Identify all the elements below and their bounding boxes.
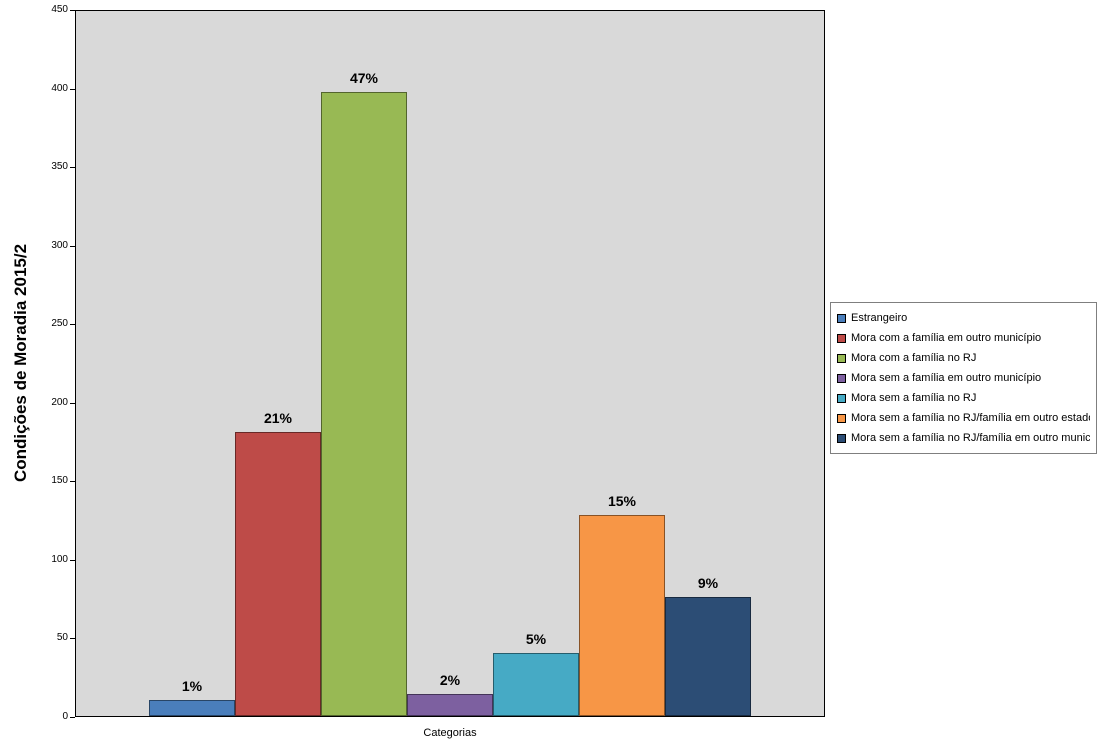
bar-value-label: 47%: [349, 70, 379, 86]
y-tick-label: 250: [51, 318, 68, 330]
legend-label: Mora com a família no RJ: [851, 352, 977, 364]
legend-swatch-icon: [837, 353, 846, 363]
legend-label: Mora sem a família no RJ: [851, 392, 977, 404]
legend-item: Mora com a família no RJ: [837, 351, 1090, 365]
legend-swatch-icon: [837, 373, 846, 383]
legend: Estrangeiro Mora com a família em outro m…: [830, 302, 1097, 454]
bar-value-label: 1%: [181, 678, 203, 694]
plot-area: 1% 21% 47% 2% 5% 15% 9%: [75, 10, 825, 717]
legend-swatch-icon: [837, 313, 846, 323]
y-tick-mark: [70, 717, 75, 718]
x-axis-title: Categorias: [423, 727, 477, 739]
bar-6: [579, 515, 665, 716]
bar-value-label: 2%: [439, 672, 461, 688]
bar-value-label: 5%: [525, 631, 547, 647]
legend-label: Mora sem a família no RJ/família em outr…: [851, 412, 1090, 424]
legend-swatch-icon: [837, 433, 846, 443]
bar-1: [149, 700, 235, 716]
bar-value-label: 15%: [607, 493, 637, 509]
y-tick-label: 450: [51, 4, 68, 15]
y-tick-label: 0: [62, 711, 68, 722]
y-tick-label: 100: [51, 553, 68, 565]
y-tick-label: 200: [51, 396, 68, 408]
legend-label: Mora sem a família no RJ/família em outr…: [851, 432, 1090, 444]
legend-swatch-icon: [837, 413, 846, 423]
bars-container: 1% 21% 47% 2% 5% 15% 9%: [76, 11, 824, 716]
bar-5: [493, 653, 579, 716]
legend-item: Mora sem a família em outro município: [837, 371, 1090, 385]
bar-value-label: 21%: [263, 410, 293, 426]
legend-label: Mora com a família em outro município: [851, 332, 1042, 344]
legend-item: Mora sem a família no RJ/família em outr…: [837, 411, 1090, 425]
y-tick-label: 350: [51, 161, 68, 173]
bar-7: [665, 597, 751, 716]
legend-item: Mora sem a família no RJ: [837, 391, 1090, 405]
legend-swatch-icon: [837, 333, 846, 343]
legend-item: Estrangeiro: [837, 311, 1090, 325]
y-tick-label: 400: [51, 82, 68, 94]
bar-4: [407, 694, 493, 716]
y-axis-title: Condições de Moradia 2015/2: [11, 243, 30, 483]
legend-swatch-icon: [837, 393, 846, 403]
y-tick-label: 300: [51, 239, 68, 251]
bar-value-label: 9%: [697, 575, 719, 591]
legend-label: Estrangeiro: [851, 312, 908, 324]
legend-label: Mora sem a família em outro município: [851, 372, 1042, 384]
bar-3: [321, 92, 407, 716]
legend-item: Mora com a família em outro município: [837, 331, 1090, 345]
legend-item: Mora sem a família no RJ/família em outr…: [837, 431, 1090, 445]
y-tick-label: 150: [51, 475, 68, 487]
bar-2: [235, 432, 321, 716]
y-tick-label: 50: [56, 632, 68, 644]
